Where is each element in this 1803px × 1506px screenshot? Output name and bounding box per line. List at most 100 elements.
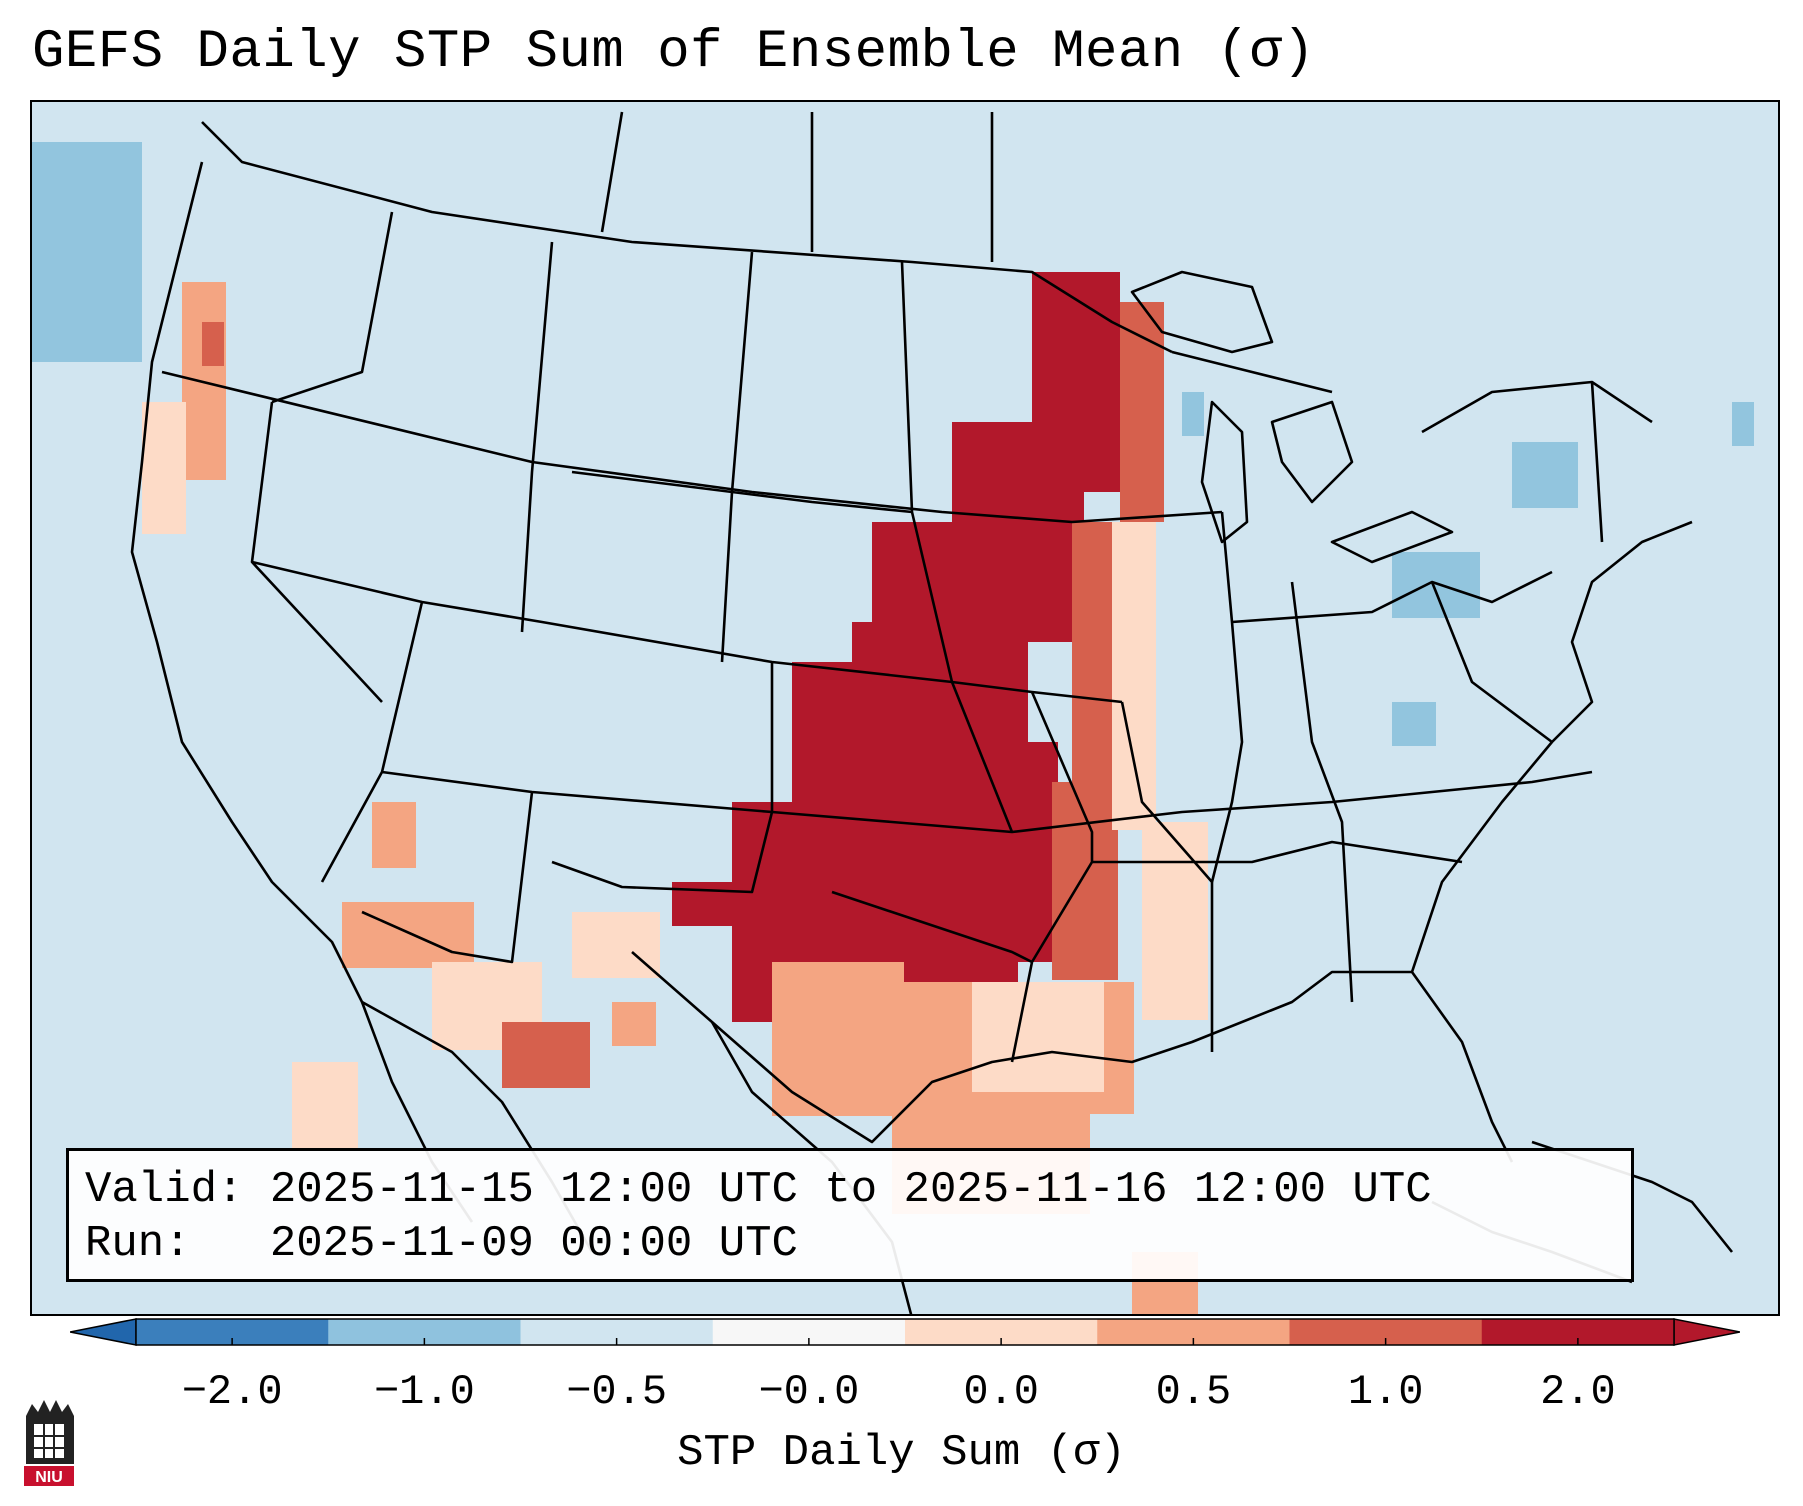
stp-cell — [336, 1084, 358, 1106]
stp-cell — [524, 1066, 546, 1088]
stp-cell — [1052, 826, 1074, 848]
stp-cell — [992, 940, 1014, 962]
stp-cell — [974, 444, 996, 466]
stp-cell — [938, 544, 960, 566]
stp-cell — [982, 544, 1004, 566]
stp-cell — [1164, 822, 1186, 844]
colorbar-tick-label: −0.5 — [566, 1368, 668, 1416]
stp-cell — [1082, 1004, 1104, 1026]
stp-cell — [896, 644, 918, 666]
stp-cell — [918, 644, 940, 666]
stp-cell — [1142, 412, 1164, 434]
stp-cell — [32, 186, 54, 208]
stp-cell — [1094, 544, 1116, 566]
stp-cell — [1046, 1104, 1068, 1126]
stp-cell — [798, 824, 820, 846]
stp-cell — [958, 1126, 980, 1148]
stp-cell — [54, 274, 76, 296]
stp-cell — [182, 326, 204, 348]
stp-cell — [968, 772, 990, 794]
stp-cell — [1164, 910, 1186, 932]
stp-cell — [732, 802, 754, 824]
lake-huron — [1270, 400, 1354, 504]
stp-cell — [1098, 382, 1120, 404]
stp-cell — [1094, 566, 1116, 588]
stp-cell — [1186, 910, 1208, 932]
stp-cell — [634, 1024, 656, 1046]
map-panel — [30, 100, 1780, 1316]
stp-cell — [1040, 554, 1062, 576]
stp-cell — [772, 1094, 794, 1116]
stp-cell — [1018, 576, 1040, 598]
stp-cell — [924, 728, 946, 750]
stp-cell — [902, 684, 924, 706]
stp-cell — [1186, 954, 1208, 976]
stp-cell — [314, 1062, 336, 1084]
stp-cell — [880, 772, 902, 794]
stp-cell — [1186, 976, 1208, 998]
stp-cell — [732, 956, 754, 978]
stp-cell — [594, 956, 616, 978]
stp-cell — [120, 296, 142, 318]
stp-cell — [996, 422, 1018, 444]
stp-cell — [794, 1050, 816, 1072]
stp-cell — [962, 644, 984, 666]
stp-cell — [776, 868, 798, 890]
stp-cell — [776, 846, 798, 868]
stp-cell — [1038, 1070, 1060, 1092]
stp-cell — [292, 1084, 314, 1106]
stp-cell — [1046, 1126, 1068, 1148]
stp-cell — [204, 370, 226, 392]
stp-cell — [772, 1050, 794, 1072]
stp-cell — [972, 1004, 994, 1026]
stp-cell — [54, 208, 76, 230]
stp-cell — [864, 890, 886, 912]
stp-cell — [54, 340, 76, 362]
stp-cell — [1112, 1026, 1134, 1048]
valid-run-info-box: Valid: 2025-11-15 12:00 UTC to 2025-11-1… — [66, 1148, 1634, 1282]
stp-cell — [1142, 910, 1164, 932]
stp-cell — [520, 962, 542, 984]
stp-cell — [1142, 346, 1164, 368]
stp-cell — [120, 274, 142, 296]
stp-cell — [836, 662, 858, 684]
stp-cell — [1182, 414, 1204, 436]
stp-cell — [1054, 294, 1076, 316]
stp-cell — [394, 802, 416, 824]
stp-cell — [908, 956, 930, 978]
stp-cell — [930, 912, 952, 934]
stp-cell — [960, 544, 982, 566]
stp-cell — [1414, 724, 1436, 746]
stp-cell — [1040, 422, 1062, 444]
stp-cell — [902, 772, 924, 794]
stp-cell — [814, 662, 836, 684]
stp-cell — [772, 984, 794, 1006]
stp-cell — [1094, 742, 1116, 764]
stp-cell — [98, 340, 120, 362]
stp-cell — [1060, 1004, 1082, 1026]
stp-cell — [76, 274, 98, 296]
colorbar-tick-label: −2.0 — [181, 1368, 283, 1416]
stp-cell — [1120, 346, 1142, 368]
stp-cell — [776, 934, 798, 956]
stp-cell — [880, 684, 902, 706]
stp-cell — [76, 318, 98, 340]
stp-cell — [1032, 338, 1054, 360]
stp-cell — [1142, 478, 1164, 500]
stp-cell — [1112, 720, 1134, 742]
stp-cell — [32, 340, 54, 362]
stp-cell — [202, 322, 224, 344]
stp-cell — [992, 830, 1014, 852]
stp-cell — [1512, 486, 1534, 508]
stp-cell — [1074, 958, 1096, 980]
stp-cell — [1082, 1070, 1104, 1092]
stp-cell — [54, 164, 76, 186]
stp-cell — [1068, 1104, 1090, 1126]
stp-cell — [872, 544, 894, 566]
stp-cell — [1164, 954, 1186, 976]
stp-cell — [1120, 302, 1142, 324]
stp-cell — [816, 1072, 838, 1094]
valid-label: Valid: — [85, 1165, 244, 1215]
stp-cell — [364, 924, 386, 946]
stp-cell — [860, 962, 882, 984]
